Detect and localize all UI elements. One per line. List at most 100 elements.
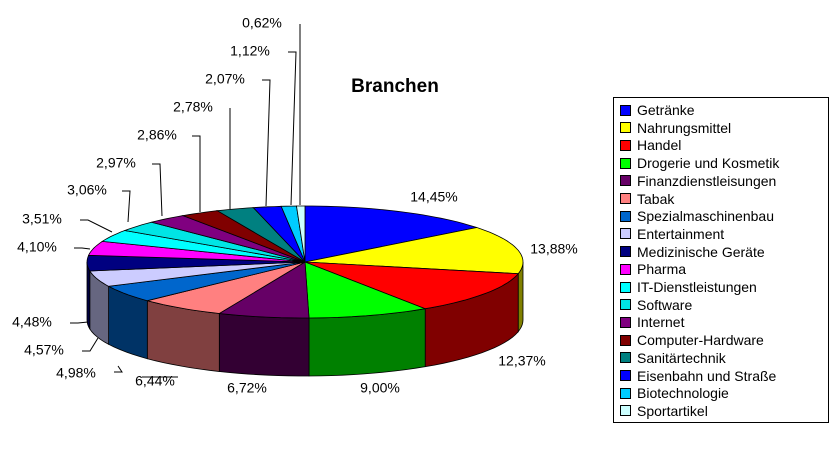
legend-swatch <box>620 104 631 116</box>
legend-item: Getränke <box>620 101 695 119</box>
value-label-7: 4,98% <box>56 365 96 381</box>
leader-line-8 <box>82 337 99 352</box>
legend-label: Sanitärtechnik <box>637 349 726 366</box>
value-label-4: 9,00% <box>360 380 400 396</box>
legend-swatch <box>620 228 631 240</box>
value-label-15: 2,78% <box>173 99 213 115</box>
value-label-13: 2,97% <box>96 155 136 171</box>
pie-slice-9 <box>86 254 306 272</box>
legend-swatch <box>620 246 631 258</box>
leader-line-11 <box>80 219 113 233</box>
legend-label: Getränke <box>637 102 695 118</box>
pie-slice-13 <box>151 215 306 263</box>
legend-swatch <box>620 139 631 151</box>
leader-line-17 <box>288 51 297 206</box>
legend-item: Computer-Hardware <box>620 331 764 349</box>
legend-item: Entertainment <box>620 225 724 243</box>
value-label-9: 4,48% <box>12 314 52 330</box>
pie-slice-18 <box>296 205 306 263</box>
legend-label: Nahrungsmittel <box>637 119 732 136</box>
legend-swatch <box>620 122 631 134</box>
pie-slice-1 <box>304 205 478 263</box>
legend: Getränke Nahrungsmittel Handel Drogerie und… <box>613 97 829 423</box>
pie-slice-7 <box>107 261 306 302</box>
legend-item: Drogerie und Kosmetik <box>620 154 779 172</box>
legend-swatch <box>620 281 631 293</box>
legend-label: Drogerie und Kosmetik <box>637 155 780 172</box>
pie-slice-3 <box>304 261 520 310</box>
value-labels: 14,45% 13,88% 12,37% 9,00% 6,72% 6,44% 4,98% 4,… <box>12 15 578 396</box>
value-label-18: 0,62% <box>242 15 282 31</box>
chart-title: Branchen <box>351 76 439 97</box>
legend-label: Pharma <box>637 261 687 278</box>
legend-item: IT-Dienstleistungen <box>620 278 757 296</box>
value-label-17: 1,12% <box>230 43 270 59</box>
value-label-10: 4,10% <box>17 239 57 255</box>
leader-line-12 <box>122 190 131 223</box>
legend-label: Software <box>637 296 693 313</box>
legend-label: Entertainment <box>637 225 725 242</box>
pie-tops <box>86 205 524 319</box>
pie-slice-12 <box>123 221 306 263</box>
legend-item: Biotechnologie <box>620 384 729 402</box>
pie-slice-4 <box>304 261 427 319</box>
value-label-1: 14,45% <box>410 189 457 205</box>
legend-item: Finanzdienstleisungen <box>620 172 776 190</box>
legend-swatch <box>620 175 631 187</box>
legend-swatch <box>620 370 631 381</box>
legend-item: Eisenbahn und Straße <box>620 367 776 385</box>
legend-item: Tabak <box>620 190 674 208</box>
legend-swatch <box>620 316 631 328</box>
leader-line-10 <box>74 247 91 250</box>
pie-slice-5 <box>218 261 310 319</box>
legend-swatch <box>620 387 631 399</box>
value-label-3: 12,37% <box>498 353 545 369</box>
legend-label: Internet <box>637 314 685 331</box>
leader-line-13 <box>152 163 163 217</box>
leader-line-16 <box>262 79 271 207</box>
pie-slice-2 <box>304 227 524 275</box>
value-label-16: 2,07% <box>205 71 245 87</box>
pie-slice-14 <box>181 210 306 263</box>
pie-slice-15 <box>216 207 306 263</box>
legend-item: Spezialmaschinenbau <box>620 207 774 225</box>
legend-swatch <box>620 263 631 275</box>
legend-item: Sanitärtechnik <box>620 349 726 367</box>
legend-label: Tabak <box>637 190 675 207</box>
legend-label: Sportartikel <box>637 402 708 419</box>
legend-swatch <box>620 299 631 311</box>
legend-label: Computer-Hardware <box>637 332 764 349</box>
legend-item: Nahrungsmittel <box>620 119 731 137</box>
legend-label: Biotechnologie <box>637 385 729 402</box>
legend-label: Finanzdienstleisungen <box>637 172 777 189</box>
legend-item: Internet <box>620 313 684 331</box>
legend-label: Handel <box>637 137 682 154</box>
legend-swatch <box>620 210 631 222</box>
leader-line-7 <box>114 365 123 373</box>
leader-line-9 <box>70 321 89 324</box>
value-label-8: 4,57% <box>24 342 64 358</box>
legend-item: Software <box>620 296 692 314</box>
legend-item: Handel <box>620 136 681 154</box>
value-label-2: 13,88% <box>530 241 577 257</box>
pie-side-4 <box>308 308 426 377</box>
value-label-14: 2,86% <box>137 127 177 143</box>
legend-item: Sportartikel <box>620 402 708 420</box>
value-label-12: 3,06% <box>67 182 107 198</box>
legend-label: Eisenbahn und Straße <box>637 367 777 384</box>
legend-swatch <box>620 352 631 364</box>
legend-label: Medizinische Geräte <box>637 243 765 260</box>
pie-sides <box>86 261 524 377</box>
legend-item: Pharma <box>620 260 686 278</box>
legend-swatch <box>620 405 631 417</box>
pie-slice-11 <box>101 230 306 263</box>
value-label-11: 3,51% <box>22 211 62 227</box>
legend-label: IT-Dienstleistungen <box>637 279 757 295</box>
leader-lines <box>70 24 301 378</box>
pie-slice-6 <box>147 261 306 314</box>
leader-line-14 <box>192 135 201 212</box>
pie-slice-8 <box>89 261 306 287</box>
pie-side-5 <box>218 313 310 377</box>
pie-side-9 <box>86 261 91 330</box>
